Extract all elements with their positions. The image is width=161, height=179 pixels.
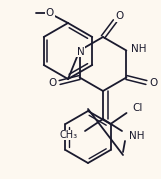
Text: NH: NH (129, 131, 145, 141)
Text: O: O (116, 11, 124, 21)
Text: O: O (46, 8, 54, 18)
Text: NH: NH (131, 43, 147, 54)
Text: O: O (149, 78, 157, 88)
Text: N: N (77, 47, 85, 57)
Text: CH₃: CH₃ (60, 130, 78, 140)
Text: O: O (48, 78, 57, 88)
Text: Cl: Cl (133, 103, 143, 113)
